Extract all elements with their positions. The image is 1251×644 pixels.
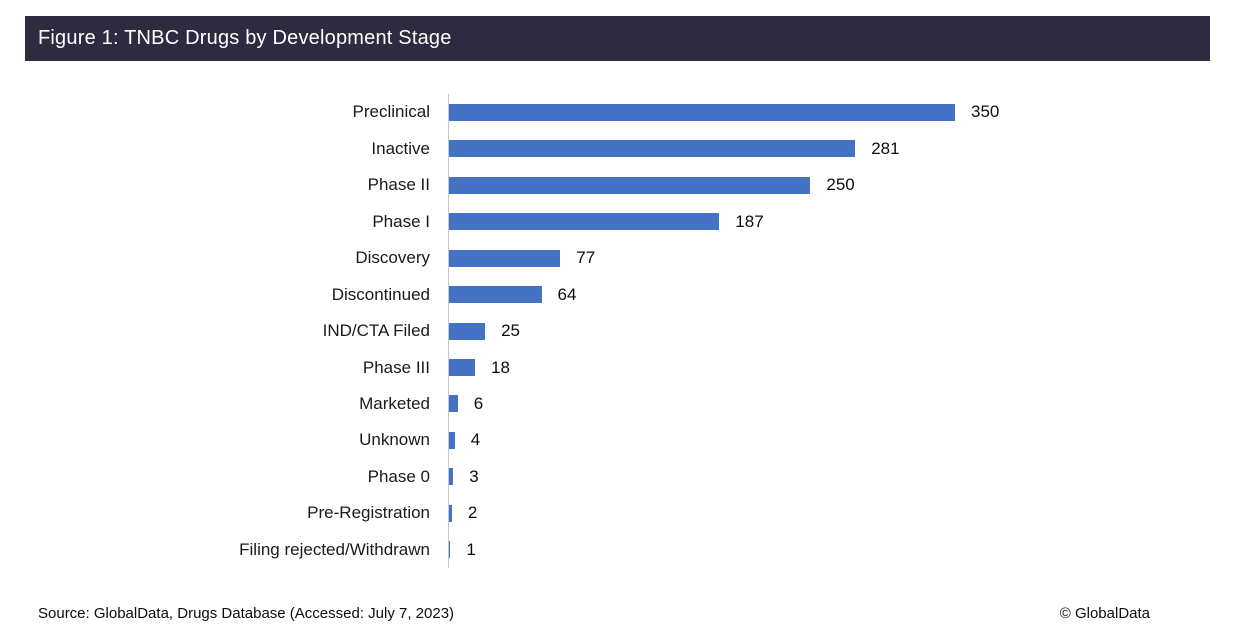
value-label: 25 bbox=[501, 321, 521, 341]
category-label: Phase II bbox=[367, 175, 430, 195]
category-label: Inactive bbox=[371, 138, 430, 158]
category-label: Unknown bbox=[359, 430, 430, 450]
category-label: Phase 0 bbox=[367, 466, 430, 486]
plot-area: 6 bbox=[448, 385, 1220, 423]
copyright-note: © GlobalData bbox=[1059, 605, 1150, 622]
bar-chart: Preclinical 350 Inactive 281 Phase II 250 Phas… bbox=[20, 94, 1220, 569]
value-label: 2 bbox=[467, 503, 478, 523]
plot-area: 187 bbox=[448, 203, 1220, 240]
chart-row: Phase III 18 bbox=[20, 349, 1220, 386]
plot-area: 2 bbox=[448, 495, 1220, 532]
bar bbox=[449, 286, 542, 304]
chart-row: Phase 0 3 bbox=[20, 458, 1220, 496]
category-label: Preclinical bbox=[352, 102, 430, 122]
chart-row: Preclinical 350 bbox=[20, 94, 1220, 131]
figure-header: Figure 1: TNBC Drugs by Development Stag… bbox=[25, 16, 1210, 61]
chart-row: Discovery 77 bbox=[20, 239, 1220, 277]
plot-area: 350 bbox=[448, 94, 1220, 131]
bar bbox=[449, 359, 475, 377]
plot-area: 25 bbox=[448, 312, 1220, 350]
chart-row: IND/CTA Filed 25 bbox=[20, 312, 1220, 350]
chart-row: Phase I 187 bbox=[20, 203, 1220, 240]
category-label: Discontinued bbox=[331, 284, 430, 304]
plot-area: 3 bbox=[448, 458, 1220, 496]
chart-row: Inactive 281 bbox=[20, 130, 1220, 167]
bar bbox=[449, 322, 486, 340]
bar bbox=[449, 249, 561, 267]
bar bbox=[449, 140, 856, 158]
value-label: 4 bbox=[470, 430, 481, 450]
chart-row: Pre-Registration 2 bbox=[20, 495, 1220, 532]
source-note: Source: GlobalData, Drugs Database (Acce… bbox=[38, 605, 455, 622]
plot-area: 18 bbox=[448, 349, 1220, 386]
category-label: Marketed bbox=[359, 393, 430, 413]
chart-row: Unknown 4 bbox=[20, 422, 1220, 459]
bar bbox=[449, 504, 452, 522]
plot-area: 64 bbox=[448, 276, 1220, 313]
category-label: Phase I bbox=[372, 211, 430, 231]
category-label: Filing rejected/Withdrawn bbox=[239, 539, 430, 559]
category-label: Discovery bbox=[355, 248, 430, 268]
category-label: Phase III bbox=[362, 357, 430, 377]
bar bbox=[449, 468, 454, 486]
value-label: 3 bbox=[469, 466, 479, 486]
figure-title: Figure 1: TNBC Drugs by Development Stag… bbox=[38, 27, 452, 49]
chart-row: Discontinued 64 bbox=[20, 276, 1220, 313]
value-label: 64 bbox=[557, 284, 577, 304]
bar bbox=[449, 213, 720, 231]
bar bbox=[449, 541, 451, 559]
value-label: 281 bbox=[871, 138, 900, 158]
value-label: 77 bbox=[576, 248, 596, 268]
value-label: 6 bbox=[473, 393, 484, 413]
plot-area: 281 bbox=[448, 130, 1220, 167]
bar bbox=[449, 103, 955, 121]
plot-area: 250 bbox=[448, 166, 1220, 204]
plot-area: 77 bbox=[448, 239, 1220, 277]
category-label: Pre-Registration bbox=[307, 503, 430, 523]
chart-row: Phase II 250 bbox=[20, 166, 1220, 204]
plot-area: 4 bbox=[448, 422, 1220, 459]
value-label: 1 bbox=[466, 539, 476, 559]
bar bbox=[449, 176, 811, 194]
value-label: 18 bbox=[491, 357, 510, 377]
chart-row: Filing rejected/Withdrawn 1 bbox=[20, 531, 1220, 569]
value-label: 250 bbox=[826, 175, 855, 195]
bar bbox=[449, 431, 455, 449]
plot-area: 1 bbox=[448, 531, 1220, 569]
value-label: 187 bbox=[735, 211, 764, 231]
category-label: IND/CTA Filed bbox=[322, 321, 430, 341]
chart-row: Marketed 6 bbox=[20, 385, 1220, 423]
bar bbox=[449, 395, 458, 413]
figure-footer: Source: GlobalData, Drugs Database (Acce… bbox=[38, 605, 1150, 622]
value-label: 350 bbox=[971, 102, 1000, 122]
